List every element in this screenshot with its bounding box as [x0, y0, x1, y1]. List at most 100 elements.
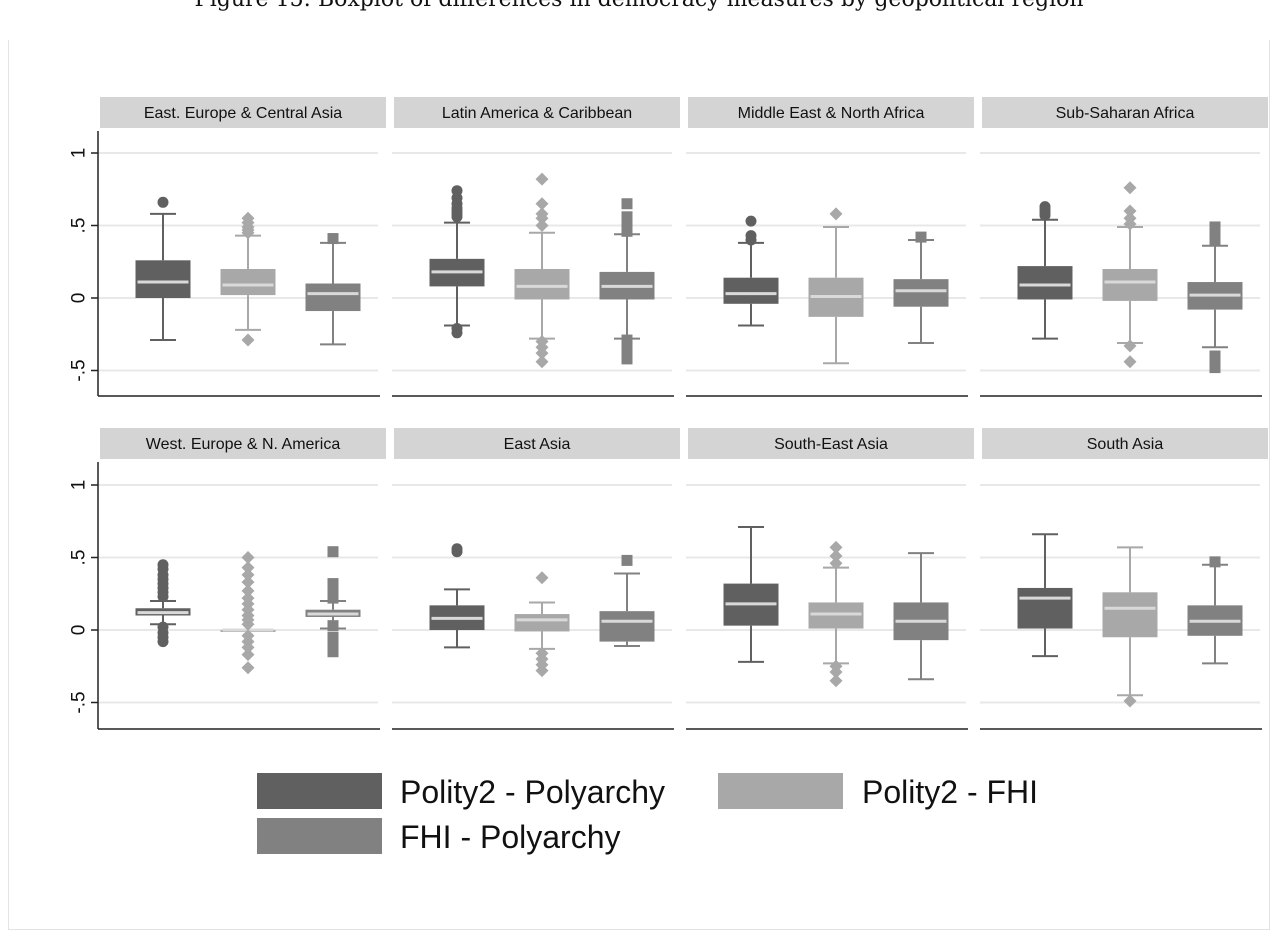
box-polity_polyarchy: [429, 543, 485, 649]
panel-strip: [394, 428, 680, 459]
outlier-point: [535, 207, 549, 221]
outlier-point: [327, 592, 339, 604]
box-iqr: [1017, 587, 1073, 629]
outlier-point: [535, 197, 549, 211]
panel: East Asia: [392, 428, 680, 730]
outlier-point: [241, 551, 255, 564]
outlier-point: [241, 617, 255, 631]
outlier-point: [621, 211, 633, 223]
outlier-point: [451, 327, 463, 339]
outlier-point: [535, 219, 549, 232]
outlier-point: [1123, 204, 1137, 218]
outlier-point: [157, 196, 169, 208]
panel-title: South-East Asia: [774, 436, 888, 453]
box-fhi_polyarchy: [599, 198, 655, 365]
panel-title: West. Europe & N. America: [146, 436, 341, 453]
panel-title: South Asia: [1087, 436, 1164, 453]
outlier-point: [829, 540, 843, 554]
box-polity_fhi: [808, 540, 864, 688]
outlier-point: [535, 355, 549, 369]
outlier-point: [1123, 355, 1137, 369]
outlier-point: [1123, 181, 1137, 195]
panel-strip: [100, 428, 386, 459]
outlier-point: [327, 646, 339, 658]
box-fhi_polyarchy: [305, 546, 361, 658]
panel: South-East Asia: [686, 428, 974, 730]
outlier-point: [621, 353, 633, 365]
box-iqr: [514, 269, 570, 300]
outlier-point: [241, 648, 255, 662]
box-polity_fhi: [514, 172, 570, 369]
outlier-point: [829, 674, 843, 688]
plot-frame: [8, 40, 1270, 930]
panel-title: Latin America & Caribbean: [442, 105, 632, 122]
outlier-point: [157, 559, 169, 571]
outlier-point: [451, 543, 463, 555]
panel-strip: [100, 97, 386, 128]
box-polity_polyarchy: [723, 526, 779, 663]
box-iqr: [599, 611, 655, 642]
outlier-point: [1123, 694, 1137, 708]
outlier-point: [241, 661, 255, 675]
panel: Middle East & North Africa: [686, 97, 974, 397]
y-tick-label: -.5: [69, 359, 90, 381]
panel-strip: [688, 428, 974, 459]
outlier-point: [829, 556, 843, 570]
legend-item: Polity2 - Polyarchy: [257, 773, 665, 810]
box-polity_fhi: [220, 211, 276, 347]
legend-label: FHI - Polyarchy: [400, 819, 620, 855]
outlier-point: [621, 198, 633, 210]
panel-title: East. Europe & Central Asia: [144, 105, 342, 122]
panel-strip: [688, 97, 974, 128]
panel: Sub-Saharan Africa: [980, 97, 1268, 397]
box-iqr: [723, 277, 779, 304]
outlier-point: [327, 639, 339, 650]
y-tick-label: -.5: [69, 691, 90, 713]
outlier-point: [915, 231, 927, 243]
panel-title: Middle East & North Africa: [738, 105, 925, 122]
outlier-point: [241, 575, 255, 589]
panel: South Asia: [980, 428, 1268, 730]
box-polity_polyarchy: [1017, 201, 1073, 340]
box-polity_polyarchy: [723, 215, 779, 327]
box-iqr: [1017, 266, 1073, 300]
box-fhi_polyarchy: [893, 231, 949, 344]
legend-swatch: [257, 818, 382, 854]
box-iqr: [135, 260, 191, 298]
outlier-point: [829, 665, 843, 679]
y-tick-label: 1: [69, 480, 90, 491]
panel-title: Sub-Saharan Africa: [1056, 105, 1195, 122]
outlier-point: [745, 215, 757, 227]
legend-label: Polity2 - Polyarchy: [400, 774, 665, 810]
outlier-point: [327, 631, 339, 643]
box-iqr: [305, 283, 361, 312]
box-polity_fhi: [514, 571, 570, 678]
box-iqr: [514, 614, 570, 632]
outlier-point: [535, 664, 549, 678]
box-polity_polyarchy: [429, 185, 485, 339]
outlier-point: [1209, 362, 1221, 374]
box-iqr: [1102, 269, 1158, 301]
outlier-point: [1209, 221, 1221, 233]
y-tick-label: .5: [69, 550, 90, 566]
box-polity_fhi: [1102, 181, 1158, 369]
outlier-point: [241, 333, 255, 347]
outlier-point: [535, 571, 549, 585]
box-fhi_polyarchy: [1187, 556, 1243, 665]
legend: Polity2 - Polyarchy Polity2 - FHI FHI - Po…: [257, 773, 1038, 855]
outlier-point: [327, 578, 339, 590]
legend-swatch: [718, 773, 843, 809]
figure-title: Figure 15: Boxplot of differences in dem…: [0, 0, 1278, 12]
outlier-point: [327, 620, 339, 632]
panel-strip: [982, 97, 1268, 128]
outlier-point: [1123, 211, 1137, 225]
outlier-point: [829, 549, 843, 563]
outlier-point: [1123, 339, 1137, 353]
box-fhi_polyarchy: [305, 233, 361, 346]
outlier-point: [621, 338, 633, 350]
panel-strip: [394, 97, 680, 128]
box-fhi_polyarchy: [599, 554, 655, 647]
outlier-point: [241, 584, 255, 598]
outlier-point: [327, 546, 339, 558]
